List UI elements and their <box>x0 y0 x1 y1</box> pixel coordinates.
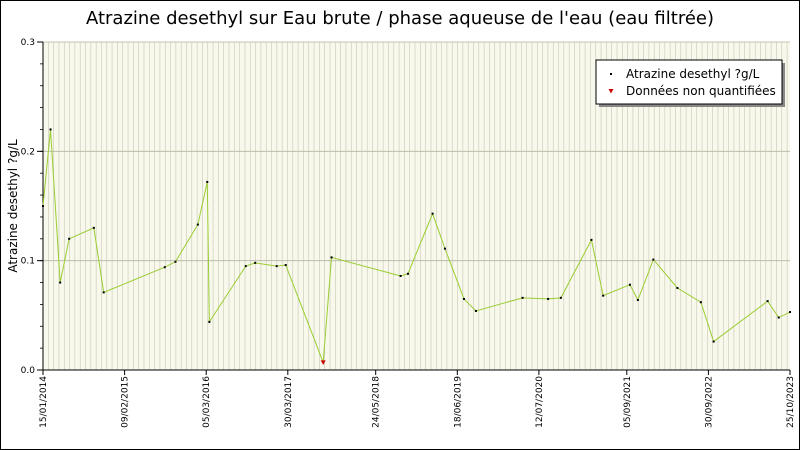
data-point <box>628 283 631 286</box>
data-point <box>92 226 95 229</box>
x-tick-label: 30/09/2022 <box>704 376 714 428</box>
data-point <box>102 291 105 294</box>
non-quantified-point <box>320 360 326 365</box>
data-point <box>712 340 715 343</box>
data-point <box>244 265 247 268</box>
legend-items: Atrazine desethyl ?g/L Données non quanti… <box>608 67 776 98</box>
data-point <box>254 261 257 264</box>
data-point <box>699 301 702 304</box>
legend-label: Données non quantifiées <box>626 84 776 98</box>
x-tick-label: 25/10/2023 <box>786 376 796 428</box>
data-point <box>547 297 550 300</box>
x-tick-label: 05/09/2021 <box>623 376 633 428</box>
data-point <box>206 180 209 183</box>
y-axis-label: Atrazine desethyl ?g/L <box>6 139 20 273</box>
data-point <box>474 309 477 312</box>
data-point <box>777 316 780 319</box>
data-point <box>559 296 562 299</box>
x-tick-label: 24/05/2018 <box>372 376 382 428</box>
legend-marker <box>608 89 614 94</box>
legend-marker <box>610 73 612 75</box>
data-point <box>789 311 791 314</box>
data-point <box>676 287 679 289</box>
data-point <box>462 297 465 300</box>
data-point <box>49 128 52 131</box>
legend-box <box>595 59 783 105</box>
data-point <box>652 258 655 261</box>
data-point <box>406 272 409 275</box>
x-tick-label: 30/03/2017 <box>284 376 294 428</box>
chart-title: Atrazine desethyl sur Eau brute / phase … <box>85 8 715 29</box>
legend-label: Atrazine desethyl ?g/L <box>626 67 760 81</box>
data-point <box>163 266 166 269</box>
x-tick-label: 15/01/2014 <box>39 376 49 428</box>
y-tick-label: 0.0 <box>21 366 36 376</box>
data-point <box>284 264 287 267</box>
y-tick-label: 0.2 <box>21 147 35 157</box>
data-point <box>590 238 593 241</box>
y-tick-label: 0.1 <box>21 257 35 267</box>
data-point <box>174 260 177 263</box>
x-tick-label: 09/02/2015 <box>121 376 131 428</box>
data-point <box>399 274 402 277</box>
data-point <box>59 281 62 284</box>
data-point <box>275 265 278 268</box>
x-ticks: 15/01/2014 09/02/2015 05/03/2016 30/03/2017… <box>39 370 796 428</box>
data-point <box>208 320 211 323</box>
data-point <box>330 256 333 259</box>
x-tick-label: 12/07/2020 <box>535 376 545 428</box>
data-point <box>602 294 605 297</box>
data-point <box>42 205 44 207</box>
legend: Atrazine desethyl ?g/L Données non quanti… <box>595 59 785 107</box>
data-point <box>196 223 199 226</box>
data-series <box>42 128 791 365</box>
data-point <box>521 296 524 299</box>
y-tick-label: 0.3 <box>21 38 35 48</box>
data-point <box>68 237 71 240</box>
data-point <box>636 299 639 302</box>
data-point <box>431 212 434 215</box>
data-point <box>766 300 769 303</box>
x-tick-label: 18/06/2019 <box>453 376 463 428</box>
y-ticks: 0.0 0.1 0.2 0.3 <box>21 38 43 376</box>
x-tick-label: 05/03/2016 <box>202 376 212 428</box>
data-point <box>443 247 446 250</box>
